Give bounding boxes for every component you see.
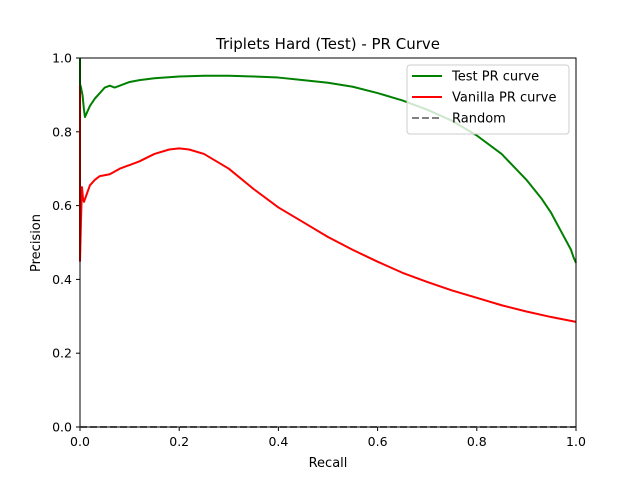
y-tick-label: 0.4 [52, 272, 72, 287]
y-tick-label: 0.0 [52, 420, 72, 435]
series-line-vanilla-pr-curve [79, 58, 577, 323]
chart-title: Triplets Hard (Test) - PR Curve [215, 35, 440, 53]
legend-label-random: Random [452, 112, 506, 127]
series-line-test-pr-curve [79, 58, 577, 264]
legend-box [406, 64, 570, 135]
legend: Test PR curve Vanilla PR curve Random [406, 64, 570, 135]
y-tick-label: 1.0 [52, 51, 72, 66]
x-tick-label: 0.8 [467, 434, 487, 449]
x-tick-label: 0.6 [368, 434, 388, 449]
x-tick-label: 0.2 [169, 434, 189, 449]
x-tick-label: 0.4 [268, 434, 288, 449]
plot-frame [79, 57, 577, 428]
y-tick-label: 0.6 [52, 198, 72, 213]
y-tick-label: 0.8 [52, 124, 72, 139]
x-tick-label: 0.0 [70, 434, 90, 449]
x-tick-label: 1.0 [566, 434, 586, 449]
legend-label-test-pr-curve: Test PR curve [451, 70, 539, 85]
legend-label-vanilla-pr-curve: Vanilla PR curve [452, 91, 556, 106]
y-tick-label: 0.2 [52, 346, 72, 361]
x-axis-title: Recall [309, 456, 348, 471]
y-axis-title: Precision [29, 214, 44, 272]
